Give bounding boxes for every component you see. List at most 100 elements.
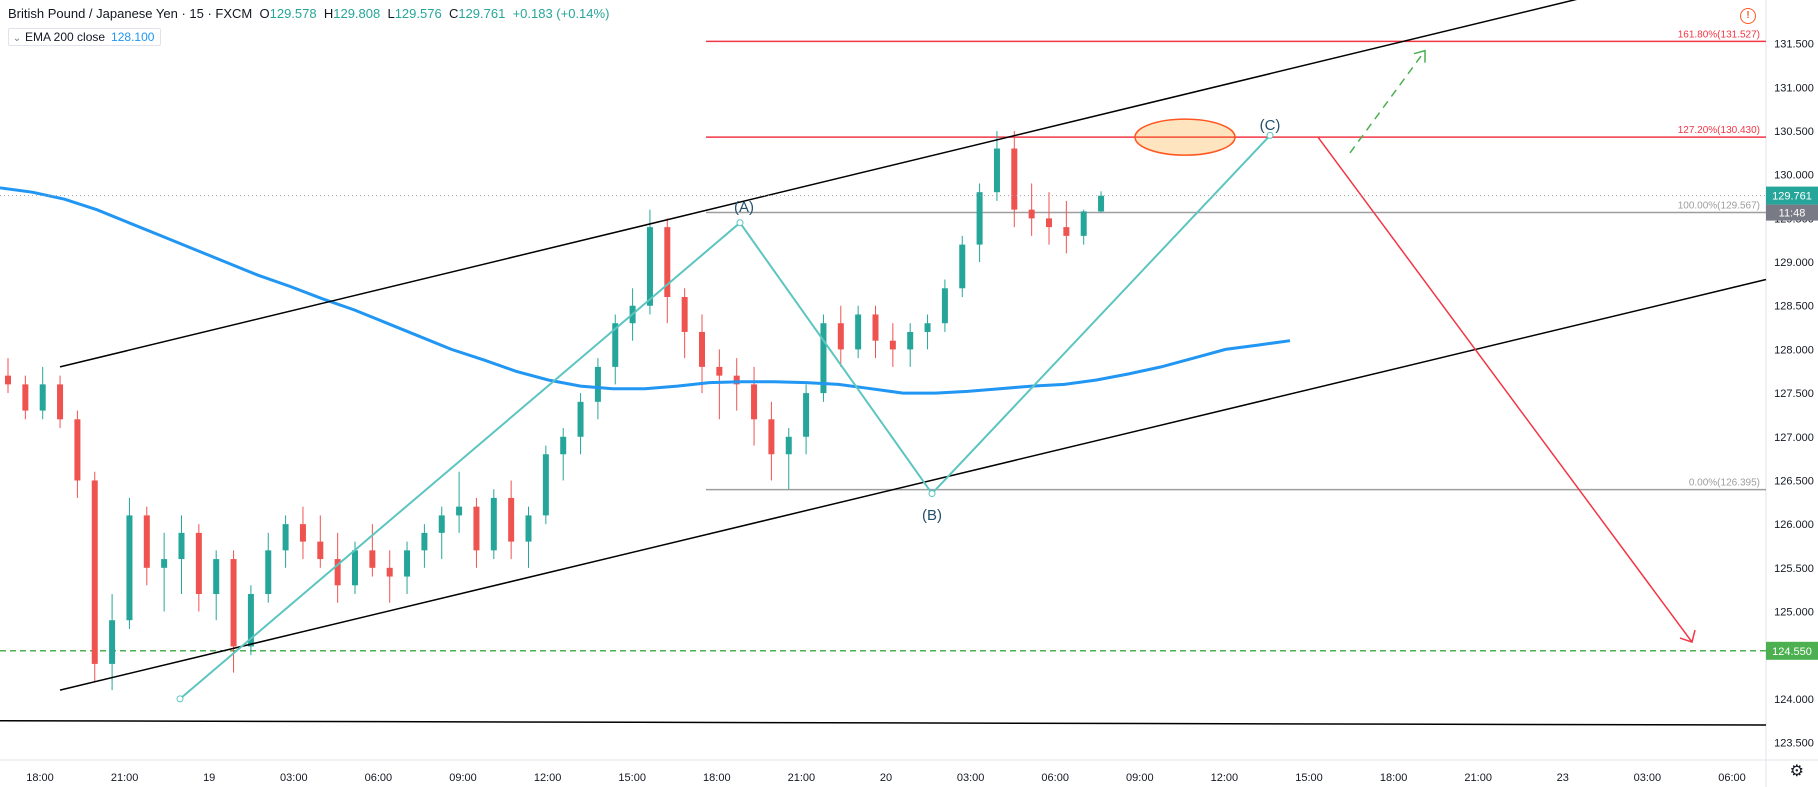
y-tick-label: 126.500 xyxy=(1774,475,1814,487)
x-tick-label: 15:00 xyxy=(1295,772,1323,784)
candle-body xyxy=(889,340,896,350)
countdown-badge xyxy=(1766,204,1818,221)
y-tick-label: 125.000 xyxy=(1774,606,1814,618)
high-label: H xyxy=(323,6,334,21)
candle-body xyxy=(230,559,237,647)
candle-body xyxy=(161,559,168,568)
x-tick-label: 03:00 xyxy=(280,772,308,784)
candle-body xyxy=(369,550,376,568)
chevron-down-icon[interactable]: ⌄ xyxy=(12,33,22,44)
candle-body xyxy=(820,323,827,394)
candle-body xyxy=(57,384,64,420)
target-price-badge xyxy=(1766,641,1818,660)
wave-point xyxy=(736,219,744,227)
candle-body xyxy=(1046,218,1052,228)
y-tick-label: 130.000 xyxy=(1774,170,1814,182)
candle-body xyxy=(265,550,272,595)
candle-body xyxy=(1080,211,1087,236)
candle-body xyxy=(976,192,983,245)
y-tick-label: 128.000 xyxy=(1774,344,1814,356)
alert-info-icon[interactable]: ! xyxy=(1740,8,1756,24)
y-tick-label: 130.500 xyxy=(1774,126,1814,138)
candle-body xyxy=(282,524,289,551)
candle-body xyxy=(143,515,150,568)
candle-body xyxy=(1063,227,1070,236)
x-tick-label: 06:00 xyxy=(365,772,393,784)
wave-label: (A) xyxy=(734,199,754,216)
x-tick-label: 12:00 xyxy=(534,772,562,784)
candle-body xyxy=(855,314,862,350)
candle-body xyxy=(109,620,116,664)
candle-body xyxy=(213,559,220,595)
candle-body xyxy=(785,436,792,455)
open-label: O xyxy=(259,6,270,21)
channel-upper-line xyxy=(59,0,1578,368)
candle-body xyxy=(837,323,844,350)
x-tick-label: 18:00 xyxy=(703,772,731,784)
candle-body xyxy=(1098,195,1105,212)
candle-body xyxy=(421,532,428,551)
y-tick-label: 128.500 xyxy=(1774,301,1814,313)
candle-body xyxy=(299,524,306,542)
bearish-arrow-line xyxy=(1317,136,1693,643)
candle-body xyxy=(490,497,497,551)
x-tick-label: 15:00 xyxy=(618,772,646,784)
candle-body xyxy=(352,550,358,586)
x-tick-label: 09:00 xyxy=(449,772,477,784)
symbol-title[interactable]: British Pound / Japanese Yen · 15 · FXCM xyxy=(8,6,253,21)
support-line xyxy=(0,719,1767,726)
x-tick-label: 21:00 xyxy=(111,772,139,784)
countdown-label: 11:48 xyxy=(1779,208,1806,220)
chart-header: British Pound / Japanese Yen · 15 · FXCM… xyxy=(8,6,609,21)
candle-body xyxy=(473,506,480,551)
y-tick-label: 131.500 xyxy=(1774,39,1814,51)
ema-line xyxy=(0,186,1291,395)
candle-body xyxy=(195,532,202,595)
low-value: 129.576 xyxy=(394,6,442,21)
candle-body xyxy=(91,480,98,664)
candle-body xyxy=(525,515,532,542)
candle-body xyxy=(803,393,810,437)
candle-body xyxy=(508,497,515,542)
y-tick-label: 127.500 xyxy=(1774,388,1814,400)
target-price-label: 124.550 xyxy=(1772,646,1812,658)
x-tick-label: 23 xyxy=(1557,772,1569,784)
current-price-label: 129.761 xyxy=(1772,191,1812,203)
wave-label: (C) xyxy=(1260,117,1281,134)
candle-body xyxy=(751,384,758,420)
candle-body xyxy=(317,541,324,560)
y-tick-label: 126.000 xyxy=(1774,519,1814,531)
close-value: 129.761 xyxy=(458,6,506,21)
ema-legend[interactable]: ⌄ EMA 200 close 128.100 xyxy=(8,28,162,46)
x-tick-label: 03:00 xyxy=(957,772,985,784)
wave-point xyxy=(176,695,184,703)
candle-body xyxy=(699,331,705,367)
candle-body xyxy=(594,366,601,402)
bullish-arrow-line xyxy=(1349,50,1426,154)
candle-body xyxy=(768,419,775,455)
candle-body xyxy=(612,323,619,367)
candle-body xyxy=(664,227,671,298)
candle-body xyxy=(39,384,46,411)
candle-body xyxy=(959,244,966,289)
ema-label: EMA 200 close xyxy=(25,30,106,44)
fib-level-label: 0.00%(126.395) xyxy=(1689,478,1760,489)
ema-value: 128.100 xyxy=(111,30,155,44)
gear-icon[interactable]: ⚙ xyxy=(1789,763,1804,780)
open-value: 129.578 xyxy=(269,6,317,21)
low-label: L xyxy=(387,6,395,21)
candle-body xyxy=(560,436,567,455)
candle-body xyxy=(126,515,133,621)
wave-point xyxy=(928,490,936,498)
current-price-badge xyxy=(1766,186,1818,205)
candle-body xyxy=(542,454,549,516)
bearish-arrow-head xyxy=(1679,629,1696,644)
x-tick-label: 06:00 xyxy=(1041,772,1069,784)
x-tick-label: 06:00 xyxy=(1718,772,1746,784)
candle-body xyxy=(993,148,1000,193)
candle-body xyxy=(716,366,723,376)
fib-level-label: 127.20%(130.430) xyxy=(1678,125,1760,136)
resistance-highlight xyxy=(1134,118,1236,156)
candle-body xyxy=(456,506,463,516)
